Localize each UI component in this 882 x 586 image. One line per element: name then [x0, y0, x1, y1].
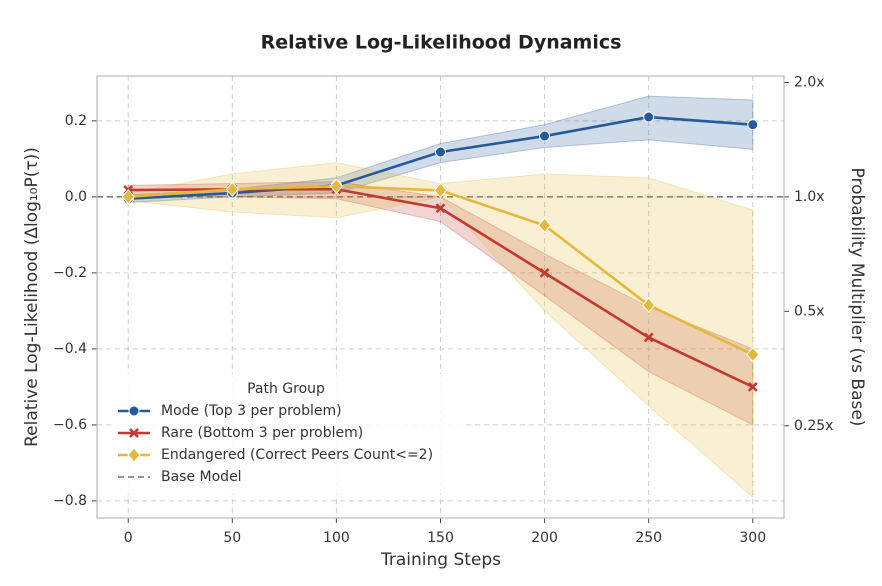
legend-title: Path Group — [247, 381, 325, 397]
data-point — [539, 267, 550, 278]
x-tick-label: 150 — [427, 530, 454, 546]
legend-box — [112, 374, 462, 494]
y-axis-label: Relative Log-Likelihood (Δlog₁₀P(τ)) — [22, 147, 42, 447]
x-tick-label: 0 — [124, 530, 133, 546]
y-tick-label: −0.2 — [53, 265, 87, 281]
legend-label: Rare (Bottom 3 per problem) — [161, 425, 363, 441]
data-point — [329, 178, 344, 194]
data-point — [225, 181, 239, 198]
x-tick-label: 300 — [739, 530, 766, 546]
legend-label: Base Model — [161, 469, 242, 485]
chart-title: Relative Log-Likelihood Dynamics — [261, 32, 622, 54]
x-tick-label: 100 — [323, 530, 350, 546]
legend-marker — [129, 428, 139, 438]
data-point — [642, 297, 656, 313]
y2-tick-label: 0.5x — [794, 303, 825, 319]
x-tick-label: 50 — [223, 530, 241, 546]
data-point — [643, 332, 654, 343]
y-tick-label: 0.0 — [65, 189, 87, 205]
legend-marker — [128, 405, 140, 417]
legend-marker — [127, 447, 141, 463]
data-point — [121, 189, 135, 205]
data-point — [747, 381, 758, 392]
y-tick-label: 0.2 — [65, 113, 87, 129]
data-point — [643, 111, 655, 123]
x-axis-label: Training Steps — [380, 550, 501, 570]
y2-tick-label: 1.0x — [794, 189, 825, 205]
y2-tick-label: 0.25x — [794, 418, 833, 434]
plot-frame — [96, 75, 785, 519]
x-tick-label: 200 — [531, 530, 558, 546]
confidence-band — [127, 162, 754, 499]
data-point — [435, 203, 446, 214]
y-tick-label: −0.6 — [53, 417, 87, 433]
data-point — [433, 182, 448, 199]
y2-axis-label: Probability Multiplier (vs Base) — [847, 168, 867, 427]
legend-label: Mode (Top 3 per problem) — [161, 403, 342, 419]
data-point — [746, 346, 760, 363]
data-point — [435, 146, 446, 158]
y-tick-label: −0.8 — [53, 493, 87, 509]
y2-tick-label: 2.0x — [794, 74, 825, 90]
data-point — [537, 217, 552, 234]
data-point — [747, 119, 759, 131]
y-tick-label: −0.4 — [53, 341, 87, 357]
x-tick-label: 250 — [635, 530, 662, 546]
legend-label: Endangered (Correct Peers Count<=2) — [161, 447, 433, 463]
legend: Path Group Mode (Top 3 per problem) Rare (… — [112, 374, 462, 494]
data-point — [539, 130, 551, 142]
